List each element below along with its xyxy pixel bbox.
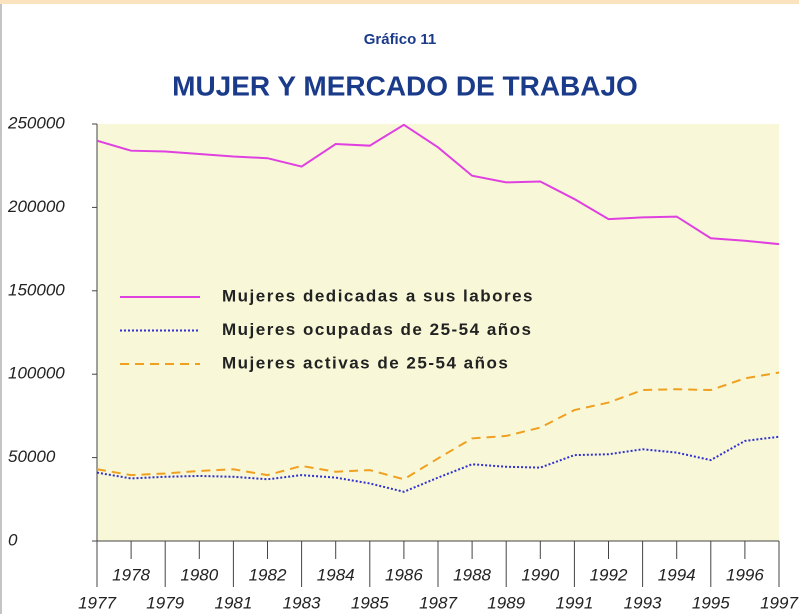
legend-label: Mujeres dedicadas a sus labores xyxy=(222,286,534,305)
chart-subtitle: Gráfico 11 xyxy=(364,31,437,48)
x-tick-label: 1988 xyxy=(453,565,491,584)
chart-title: MUJER Y MERCADO DE TRABAJO xyxy=(172,70,638,101)
data-line xyxy=(96,371,780,481)
y-tick-label: 150000 xyxy=(8,280,65,299)
x-tick-label: 1977 xyxy=(78,593,116,612)
x-tick-label: 1996 xyxy=(726,565,764,584)
y-tick-label: 250000 xyxy=(7,113,65,132)
y-tick-label: 0 xyxy=(8,530,18,549)
x-tick-label: 1990 xyxy=(521,565,559,584)
x-tick-label: 1978 xyxy=(112,565,150,584)
y-tick-label: 100000 xyxy=(8,364,65,383)
x-tick-label: 1980 xyxy=(180,565,218,584)
x-tick-label: 1982 xyxy=(249,565,287,584)
plot-area xyxy=(97,124,779,541)
x-tick-label: 1986 xyxy=(385,565,423,584)
x-tick-label: 1987 xyxy=(419,593,457,612)
top-border xyxy=(0,0,799,4)
x-tick-label: 1994 xyxy=(658,565,696,584)
x-tick-label: 1979 xyxy=(146,593,184,612)
y-tick-label: 50000 xyxy=(8,447,56,466)
y-tick-label: 200000 xyxy=(7,197,65,216)
data-line xyxy=(96,123,780,246)
x-tick-label: 1983 xyxy=(283,593,321,612)
x-tick-label: 1995 xyxy=(692,593,730,612)
x-tick-label: 1992 xyxy=(590,565,628,584)
x-tick-label: 1981 xyxy=(214,593,252,612)
x-tick-label: 1991 xyxy=(555,593,593,612)
x-tick-label: 1984 xyxy=(317,565,355,584)
legend-label: Mujeres ocupadas de 25-54 años xyxy=(222,320,533,339)
x-tick-label: 1997 xyxy=(760,593,798,612)
x-tick-label: 1993 xyxy=(624,593,662,612)
legend-label: Mujeres activas de 25-54 años xyxy=(222,353,509,372)
x-tick-label: 1985 xyxy=(351,593,389,612)
x-tick-label: 1989 xyxy=(487,593,525,612)
